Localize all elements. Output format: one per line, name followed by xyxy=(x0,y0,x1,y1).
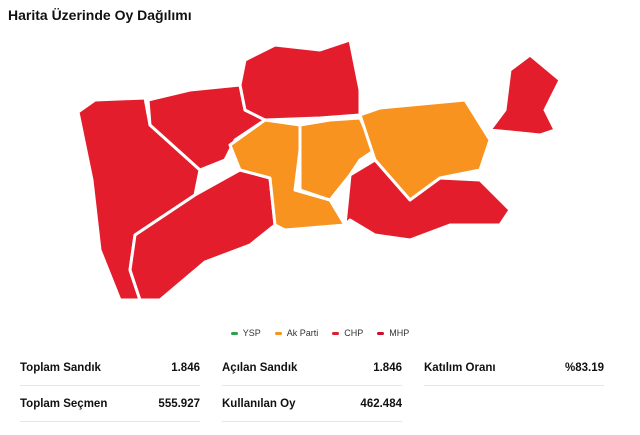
legend-item: CHP xyxy=(332,328,363,338)
stat-label: Katılım Oranı xyxy=(424,362,496,374)
stat-value: 555.927 xyxy=(158,398,200,410)
title: Harita Üzerinde Oy Dağılımı xyxy=(8,7,192,23)
region xyxy=(238,38,362,122)
stat-row: Katılım Oranı %83.19 xyxy=(424,351,604,386)
stat-value: 1.846 xyxy=(171,362,200,374)
stat-row: Toplam Seçmen 555.927 xyxy=(20,387,200,422)
legend-swatch xyxy=(332,331,340,335)
stat-row: Açılan Sandık 1.846 xyxy=(222,351,402,386)
map xyxy=(76,38,562,302)
stat-value: %83.19 xyxy=(564,362,604,374)
legend-swatch xyxy=(230,331,238,335)
legend-label: CHP xyxy=(344,328,364,338)
region xyxy=(128,168,277,302)
stat-label: Toplam Seçmen xyxy=(20,398,108,410)
legend-label: YSP xyxy=(242,328,261,338)
region xyxy=(488,53,562,137)
legend-swatch xyxy=(274,331,282,335)
region xyxy=(298,116,377,202)
stat-row: Kullanılan Oy 462.484 xyxy=(222,387,402,422)
stat-value: 462.484 xyxy=(360,398,402,410)
stat-label: Kullanılan Oy xyxy=(222,398,296,410)
stat-value: 1.846 xyxy=(373,362,402,374)
legend: YSP Ak Parti CHP MHP xyxy=(0,328,640,338)
legend-swatch xyxy=(377,331,385,335)
legend-item: Ak Parti xyxy=(274,328,319,338)
stat-label: Açılan Sandık xyxy=(222,362,298,374)
legend-item: MHP xyxy=(377,328,409,338)
stat-row: Toplam Sandık 1.846 xyxy=(20,351,200,386)
region xyxy=(343,158,512,242)
region xyxy=(228,118,347,232)
legend-label: Ak Parti xyxy=(286,328,319,338)
legend-label: MHP xyxy=(389,328,410,338)
legend-item: YSP xyxy=(230,328,261,338)
stat-label: Toplam Sandık xyxy=(20,362,101,374)
